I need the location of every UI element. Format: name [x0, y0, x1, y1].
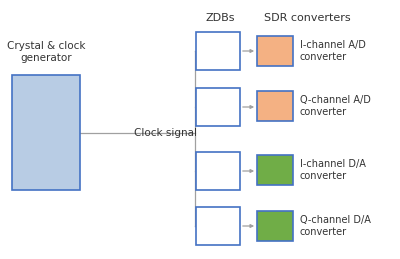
Bar: [257, 36, 293, 66]
Text: Crystal & clock
generator: Crystal & clock generator: [7, 41, 85, 63]
Bar: [12, 75, 80, 190]
Bar: [196, 32, 240, 70]
Text: I-channel D/A
converter: I-channel D/A converter: [300, 159, 366, 181]
Text: ZDBs: ZDBs: [205, 13, 235, 23]
Bar: [257, 211, 293, 241]
Bar: [196, 152, 240, 190]
Bar: [257, 155, 293, 185]
Text: Q-channel D/A
converter: Q-channel D/A converter: [300, 215, 371, 237]
Bar: [196, 207, 240, 245]
Bar: [257, 91, 293, 121]
Bar: [196, 88, 240, 126]
Text: Clock signal: Clock signal: [134, 128, 196, 138]
Text: I-channel A/D
converter: I-channel A/D converter: [300, 40, 366, 62]
Text: Q-channel A/D
converter: Q-channel A/D converter: [300, 95, 371, 117]
Text: SDR converters: SDR converters: [264, 13, 350, 23]
